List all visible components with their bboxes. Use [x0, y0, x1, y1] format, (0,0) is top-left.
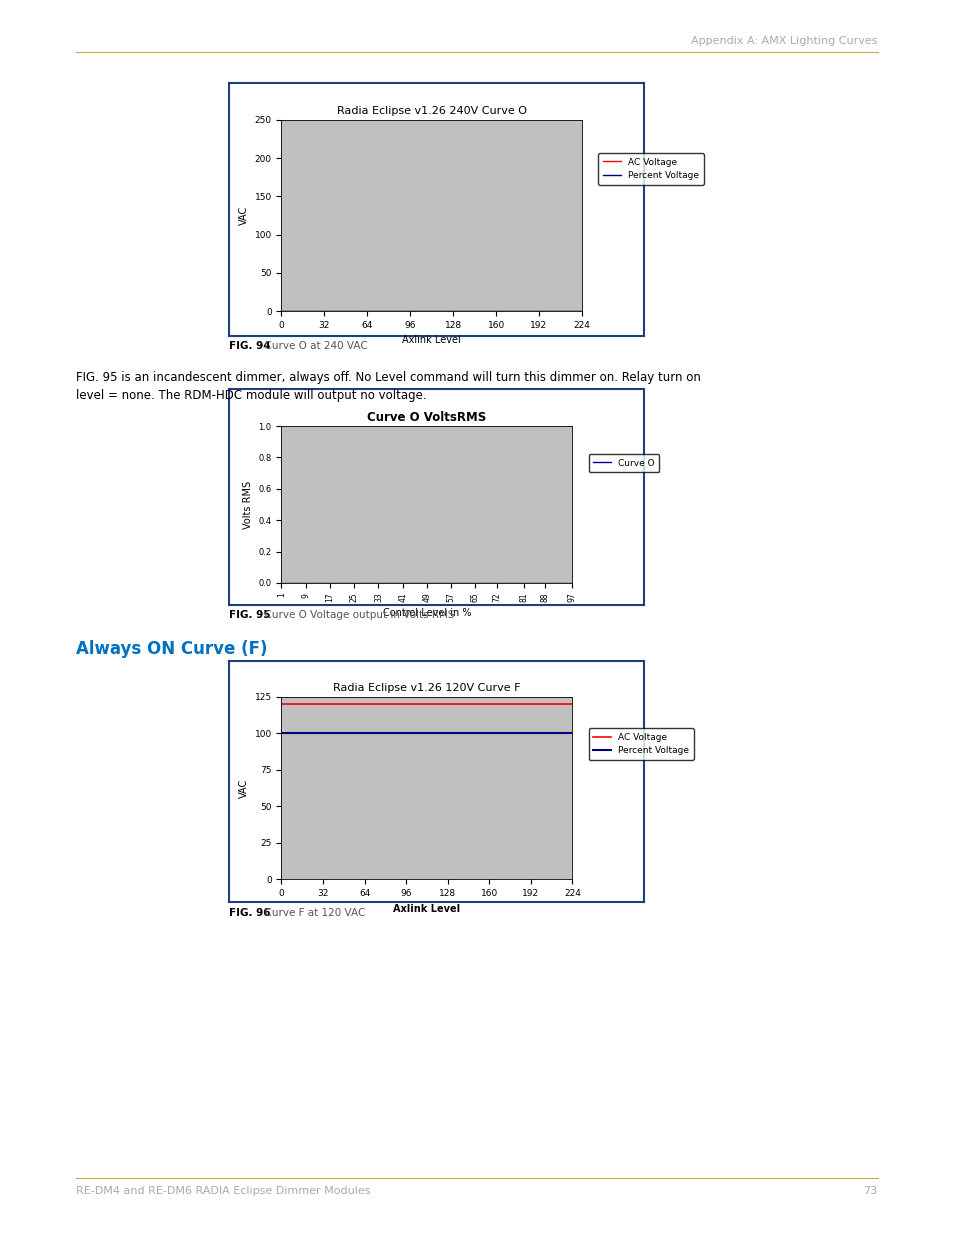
Text: Curve F at 120 VAC: Curve F at 120 VAC — [257, 908, 365, 918]
Text: FIG. 96: FIG. 96 — [229, 908, 271, 918]
Text: 73: 73 — [862, 1186, 877, 1195]
Y-axis label: VAC: VAC — [238, 778, 249, 798]
Legend: Curve O: Curve O — [588, 454, 659, 472]
Text: FIG. 94: FIG. 94 — [229, 341, 271, 351]
X-axis label: Axlink Level: Axlink Level — [393, 904, 460, 914]
Title: Radia Eclipse v1.26 120V Curve F: Radia Eclipse v1.26 120V Curve F — [333, 683, 520, 693]
Title: Curve O VoltsRMS: Curve O VoltsRMS — [367, 410, 486, 424]
X-axis label: Axlink Level: Axlink Level — [402, 336, 460, 346]
Text: Curve O Voltage output in Volts RMS: Curve O Voltage output in Volts RMS — [257, 610, 454, 620]
Text: Always ON Curve (F): Always ON Curve (F) — [76, 640, 268, 658]
Curve O — [330, 576, 341, 590]
Legend: AC Voltage, Percent Voltage: AC Voltage, Percent Voltage — [598, 153, 703, 184]
Curve O — [566, 576, 578, 590]
Curve O — [287, 576, 298, 590]
Curve O — [353, 576, 364, 590]
Curve O — [552, 576, 563, 590]
Text: FIG. 95: FIG. 95 — [229, 610, 271, 620]
Text: Appendix A: AMX Lighting Curves: Appendix A: AMX Lighting Curves — [691, 36, 877, 46]
Text: RE-DM4 and RE-DM6 RADIA Eclipse Dimmer Modules: RE-DM4 and RE-DM6 RADIA Eclipse Dimmer M… — [76, 1186, 371, 1195]
Y-axis label: VAC: VAC — [238, 206, 249, 225]
Curve O — [293, 576, 304, 590]
X-axis label: Control Level in %: Control Level in % — [382, 608, 471, 618]
Y-axis label: Volts RMS: Volts RMS — [243, 480, 253, 529]
Curve O — [541, 576, 553, 590]
Curve O — [275, 576, 287, 590]
Text: FIG. 95 is an incandescent dimmer, always off. No Level command will turn this d: FIG. 95 is an incandescent dimmer, alway… — [76, 370, 700, 401]
Legend: AC Voltage, Percent Voltage: AC Voltage, Percent Voltage — [588, 729, 693, 760]
Text: Curve O at 240 VAC: Curve O at 240 VAC — [257, 341, 367, 351]
Title: Radia Eclipse v1.26 240V Curve O: Radia Eclipse v1.26 240V Curve O — [336, 106, 526, 116]
